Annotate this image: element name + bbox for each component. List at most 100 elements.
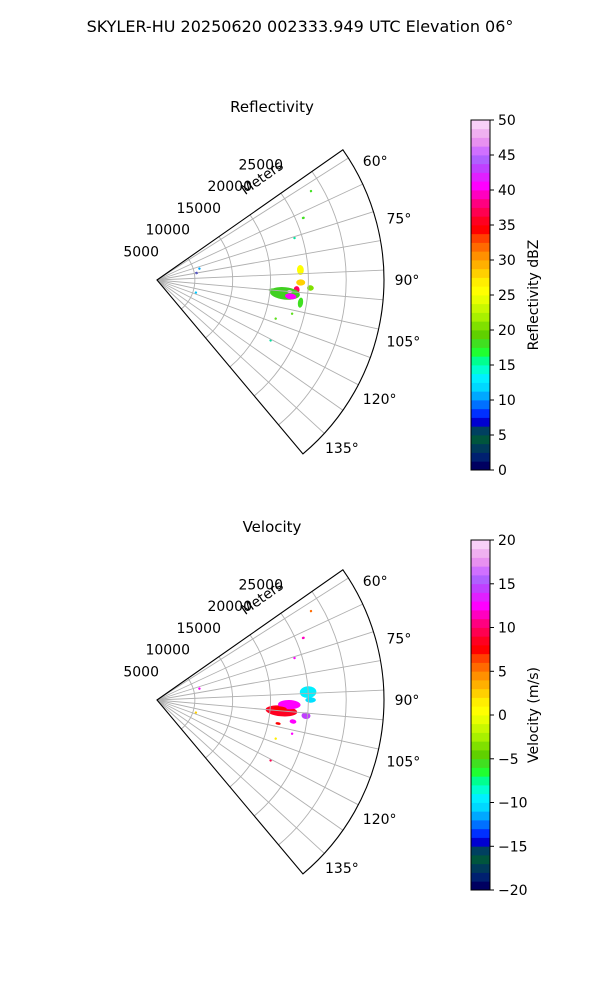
echo-cell-4	[301, 712, 311, 720]
azimuth-tick-label-0: 60°	[363, 154, 388, 170]
echo-cell-11	[301, 216, 305, 220]
colorbar-segment-31	[471, 190, 490, 200]
colorbar-segment-30	[471, 618, 490, 628]
range-ring-1	[205, 656, 234, 759]
colorbar-segment-29	[471, 627, 490, 637]
reflectivity-echoes	[194, 189, 314, 342]
azimuth-gridline-8	[156, 699, 359, 806]
azimuth-tick-label-4: 120°	[363, 392, 397, 408]
colorbar-tick-label-1: 5	[498, 428, 507, 444]
colorbar-segment-36	[471, 146, 490, 156]
colorbar-tick-label-7: 35	[498, 218, 516, 234]
echo-cell-7	[296, 279, 306, 286]
colorbar-segment-28	[471, 636, 490, 646]
echo-cell-9	[293, 656, 296, 660]
azimuth-gridline-5	[156, 279, 384, 301]
azimuth-gridline-0	[156, 577, 349, 701]
sector-frame	[156, 149, 385, 455]
azimuth-tick-label-5: 135°	[325, 441, 359, 457]
azimuth-tick-label-1: 75°	[387, 212, 412, 228]
colorbar-tick-label-2: −10	[498, 796, 528, 812]
colorbar-segment-5	[471, 417, 490, 427]
range-tick-label-0: 5000	[123, 664, 159, 680]
colorbar-segment-1	[471, 872, 490, 882]
echo-cell-3	[296, 265, 304, 275]
colorbar-segment-16	[471, 321, 490, 331]
colorbar-segment-13	[471, 347, 490, 357]
sector-frame	[156, 569, 385, 875]
colorbar-segment-22	[471, 688, 490, 698]
colorbar-label: Velocity (m/s)	[526, 667, 542, 763]
colorbar-segment-17	[471, 312, 490, 322]
range-tick-label-4: 25000	[238, 578, 283, 594]
colorbar-segment-18	[471, 303, 490, 313]
colorbar-segment-10	[471, 373, 490, 383]
colorbar-segment-7	[471, 820, 490, 830]
colorbar-segment-9	[471, 802, 490, 812]
echo-cell-5	[297, 297, 304, 308]
azimuth-gridline-3	[156, 240, 381, 281]
colorbar-tick-label-5: 5	[498, 664, 507, 680]
echo-cell-16	[198, 267, 201, 270]
range-ring-4	[278, 591, 347, 846]
echo-cell-18	[194, 291, 198, 294]
colorbar-segment-35	[471, 155, 490, 165]
colorbar-segment-25	[471, 242, 490, 252]
colorbar-tick-label-10: 50	[498, 113, 516, 129]
colorbar-segment-15	[471, 750, 490, 760]
colorbar-segment-32	[471, 601, 490, 611]
colorbar-segment-27	[471, 645, 490, 655]
azimuth-gridline-9	[156, 699, 344, 831]
echo-cell-13	[274, 317, 277, 320]
colorbar-segment-6	[471, 828, 490, 838]
azimuth-tick-label-3: 105°	[387, 755, 421, 771]
azimuth-gridline-3	[156, 660, 381, 701]
range-ring-3	[254, 612, 309, 817]
colorbar-tick-label-4: 0	[498, 708, 507, 724]
echo-cell-11	[290, 732, 294, 735]
colorbar-segment-8	[471, 811, 490, 821]
colorbar-tick-label-8: 40	[498, 183, 516, 199]
colorbar-segment-20	[471, 706, 490, 716]
echo-cell-6	[289, 719, 297, 724]
range-tick-label-2: 15000	[176, 621, 221, 637]
range-tick-label-1: 10000	[145, 643, 190, 659]
echo-cell-14	[290, 312, 294, 315]
colorbar-segment-2	[471, 443, 490, 453]
azimuth-tick-label-3: 105°	[387, 335, 421, 351]
azimuth-tick-label-1: 75°	[387, 632, 412, 648]
range-tick-label-3: 20000	[207, 599, 252, 615]
colorbar-segment-16	[471, 741, 490, 751]
colorbar-segment-0	[471, 461, 490, 471]
azimuth-tick-label-4: 120°	[363, 812, 397, 828]
colorbar-segment-4	[471, 426, 490, 436]
colorbar-tick-label-0: 0	[498, 463, 507, 479]
colorbar-segment-38	[471, 548, 490, 558]
colorbar-tick-label-7: 15	[498, 577, 516, 593]
colorbar-segment-10	[471, 793, 490, 803]
colorbar-segment-26	[471, 653, 490, 663]
colorbar-segment-5	[471, 837, 490, 847]
figure-title: SKYLER-HU 20250620 002333.949 UTC Elevat…	[87, 17, 514, 36]
colorbar-tick-label-6: 30	[498, 253, 516, 269]
colorbar-segment-24	[471, 251, 490, 261]
colorbar-segment-28	[471, 216, 490, 226]
colorbar-segment-19	[471, 715, 490, 725]
colorbar-segment-12	[471, 776, 490, 786]
colorbar-segment-38	[471, 128, 490, 138]
echo-cell-13	[198, 687, 201, 690]
echo-cell-8	[285, 293, 297, 300]
colorbar-segment-12	[471, 356, 490, 366]
colorbar-segment-30	[471, 198, 490, 208]
colorbar-segment-11	[471, 365, 490, 375]
colorbar-segment-23	[471, 260, 490, 270]
azimuth-gridline-7	[156, 699, 371, 779]
colorbar-tick-label-5: 25	[498, 288, 516, 304]
colorbar-segment-3	[471, 855, 490, 865]
azimuth-tick-label-0: 60°	[363, 574, 388, 590]
echo-cell-12	[293, 236, 296, 240]
echo-cell-14	[194, 711, 198, 714]
colorbar-label: Reflectivity dBZ	[526, 240, 542, 351]
